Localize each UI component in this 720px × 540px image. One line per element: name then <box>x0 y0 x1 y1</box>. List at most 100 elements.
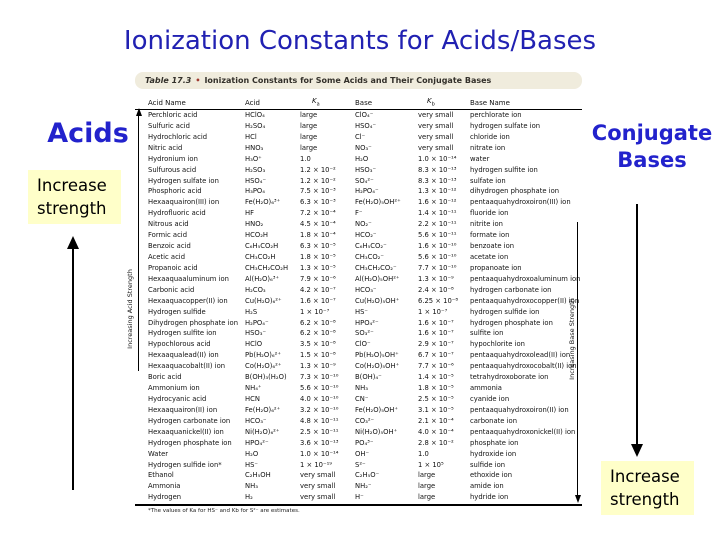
cell-base-name: ethoxide ion <box>470 471 513 480</box>
cell-acid-formula: HCO₃⁻ <box>245 416 267 425</box>
cell-base-formula: CH₃CH₂CO₂⁻ <box>355 263 397 272</box>
cell-acid-formula: H₃PO₄ <box>245 187 266 196</box>
cell-acid-name: Water <box>148 449 169 458</box>
cell-acid-name: Hydronium ion <box>148 154 198 163</box>
cell-base-name: cyanide ion <box>470 394 510 403</box>
table-row: Hexaaquaaluminum ion Al(H₂O)₆³⁺ 7.9 × 10… <box>135 274 582 285</box>
cell-acid-formula: NH₃ <box>245 482 258 491</box>
cell-base-name: hydrogen sulfite ion <box>470 165 538 174</box>
cell-base-name: ammonia <box>470 384 502 393</box>
table-row: Water H₂O 1.0 × 10⁻¹⁴ OH⁻ 1.0 hydroxide … <box>135 449 582 460</box>
cell-base-name: amide ion <box>470 482 504 491</box>
cell-base-formula: Fe(H₂O)₅OH²⁺ <box>355 198 401 207</box>
cell-kb-value: 2.8 × 10⁻² <box>418 438 454 447</box>
cell-base-name: hypochlorite ion <box>470 340 525 349</box>
cell-acid-formula: Ni(H₂O)₆²⁺ <box>245 427 280 436</box>
cell-acid-name: Perchloric acid <box>148 111 198 119</box>
cell-base-name: propanoate ion <box>470 263 522 272</box>
cell-base-formula: Cl⁻ <box>355 132 366 141</box>
cell-kb-value: large <box>418 482 436 491</box>
arrow-shaft <box>71 249 74 490</box>
cell-acid-formula: HClO <box>245 340 263 349</box>
cell-kb-value: 1.6 × 10⁻⁷ <box>418 329 454 338</box>
cell-base-name: hydride ion <box>470 493 509 502</box>
cell-ka-value: large <box>300 143 318 152</box>
cell-base-formula: NO₃⁻ <box>355 143 372 152</box>
down-arrowhead-icon <box>630 444 643 457</box>
cell-ka-value: 2.5 × 10⁻¹¹ <box>300 427 339 436</box>
cell-acid-formula: HS⁻ <box>245 460 259 469</box>
cell-acid-name: Hydrochloric acid <box>148 132 208 141</box>
cell-kb-value: 6.7 × 10⁻⁷ <box>418 351 454 360</box>
cell-kb-value: 1.4 × 10⁻¹¹ <box>418 209 457 218</box>
cell-kb-value: 1.3 × 10⁻⁹ <box>418 274 454 283</box>
cell-acid-formula: H₂PO₄⁻ <box>245 318 269 327</box>
table-row: Carbonic acid H₂CO₃ 4.2 × 10⁻⁷ HCO₃⁻ 2.4… <box>135 285 582 296</box>
col-header-acid-name: Acid Name <box>148 99 186 107</box>
cell-ka-value: 1.2 × 10⁻² <box>300 165 336 174</box>
cell-base-name: formate ion <box>470 231 510 240</box>
cell-base-formula: CO₃²⁻ <box>355 416 375 425</box>
cell-acid-name: Phosphoric acid <box>148 187 202 196</box>
cell-acid-name: Hexaaquairon(II) ion <box>148 405 218 414</box>
cell-kb-value: 2.9 × 10⁻⁷ <box>418 340 454 349</box>
cell-acid-name: Hypochlorous acid <box>148 340 211 349</box>
cell-acid-name: Hydrogen sulfate ion <box>148 176 219 185</box>
cell-base-formula: PO₄³⁻ <box>355 438 374 447</box>
cell-ka-value: 1.8 × 10⁻⁴ <box>300 231 336 240</box>
cell-ka-value: 7.3 × 10⁻¹⁰ <box>300 373 339 382</box>
cell-base-name: pentaaquahydroxoiron(II) ion <box>470 405 569 414</box>
cell-kb-value: 2.5 × 10⁻⁵ <box>418 394 454 403</box>
cell-kb-value: 8.3 × 10⁻¹³ <box>418 176 457 185</box>
table-row: Hydrogen phosphate ion HPO₄²⁻ 3.6 × 10⁻¹… <box>135 438 582 449</box>
cell-acid-name: Carbonic acid <box>148 285 195 294</box>
cell-ka-value: large <box>300 111 318 119</box>
cell-base-formula: HCO₃⁻ <box>355 285 377 294</box>
cell-kb-value: 7.7 × 10⁻¹⁰ <box>418 263 457 272</box>
cell-ka-value: 6.3 × 10⁻³ <box>300 198 336 207</box>
table-row: Hexaaquanickel(II) ion Ni(H₂O)₆²⁺ 2.5 × … <box>135 427 582 438</box>
cell-ka-value: 4.8 × 10⁻¹¹ <box>300 416 339 425</box>
cell-base-name: carbonate ion <box>470 416 518 425</box>
cell-acid-formula: Pb(H₂O)₆²⁺ <box>245 351 281 360</box>
caption-bullet-icon: • <box>195 76 201 85</box>
cell-ka-value: 7.9 × 10⁻⁶ <box>300 274 336 283</box>
cell-acid-name: Ethanol <box>148 471 174 480</box>
cell-acid-name: Formic acid <box>148 231 188 240</box>
cell-acid-formula: NH₄⁺ <box>245 384 262 393</box>
col-header-ka: Ka <box>312 96 320 107</box>
cell-base-name: nitrate ion <box>470 143 506 152</box>
cell-acid-name: Sulfuric acid <box>148 121 190 130</box>
table-footnote: *The values of Ka for HS⁻ and Kb for S²⁻… <box>148 508 300 515</box>
cell-kb-value: 4.0 × 10⁻⁴ <box>418 427 454 436</box>
cell-base-name: pentaaquahydroxolead(II) ion <box>470 351 571 360</box>
arrow-shaft <box>576 222 579 495</box>
table-row: Hydrogen sulfite ion HSO₃⁻ 6.2 × 10⁻⁸ SO… <box>135 328 582 339</box>
cell-acid-name: Hexaaquanickel(II) ion <box>148 427 224 436</box>
cell-base-name: pentaaquahydroxonickel(II) ion <box>470 427 576 436</box>
cell-base-name: pentaaquahydroxocobalt(II) ion <box>470 362 577 371</box>
cell-acid-formula: HSO₃⁻ <box>245 329 267 338</box>
cell-acid-formula: C₂H₅OH <box>245 471 271 480</box>
cell-base-formula: Cu(H₂O)₅OH⁺ <box>355 296 400 305</box>
increasing-base-strength-label: Increasing Base Strength <box>568 298 576 380</box>
cell-ka-value: very small <box>300 482 336 491</box>
cell-base-formula: ClO₄⁻ <box>355 111 374 119</box>
cell-base-name: hydrogen sulfide ion <box>470 307 540 316</box>
cell-acid-name: Acetic acid <box>148 252 186 261</box>
cell-acid-formula: H₂SO₃ <box>245 165 266 174</box>
table-row: Ammonium ion NH₄⁺ 5.6 × 10⁻¹⁰ NH₃ 1.8 × … <box>135 383 582 394</box>
cell-acid-formula: Fe(H₂O)₆²⁺ <box>245 405 281 414</box>
cell-ka-value: 4.5 × 10⁻⁴ <box>300 220 336 229</box>
col-header-base-name: Base Name <box>470 99 510 107</box>
cell-kb-value: 1.0 <box>418 449 429 458</box>
cell-acid-formula: HPO₄²⁻ <box>245 438 269 447</box>
table-caption-bar: Table 17.3 • Ionization Constants for So… <box>135 72 582 89</box>
cell-ka-value: 1.0 × 10⁻¹⁴ <box>300 449 339 458</box>
table-row: Benzoic acid C₆H₅CO₂H 6.3 × 10⁻⁵ C₆H₅CO₂… <box>135 241 582 252</box>
table-row: Propanoic acid CH₃CH₂CO₂H 1.3 × 10⁻⁵ CH₃… <box>135 263 582 274</box>
cell-kb-value: 3.1 × 10⁻⁵ <box>418 405 454 414</box>
conjugate-bases-label: Conjugate Bases <box>590 120 714 174</box>
cell-kb-value: 8.3 × 10⁻¹³ <box>418 165 457 174</box>
cell-base-formula: HS⁻ <box>355 307 369 316</box>
